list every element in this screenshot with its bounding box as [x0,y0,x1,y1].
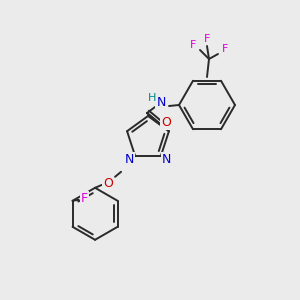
Text: F: F [81,192,88,205]
Text: F: F [222,44,228,54]
Text: O: O [161,116,171,128]
Text: N: N [156,97,166,110]
Text: N: N [162,153,172,166]
Text: F: F [190,40,196,50]
Text: O: O [103,177,113,190]
Text: N: N [124,153,134,166]
Text: F: F [204,34,210,44]
Text: H: H [148,93,156,103]
